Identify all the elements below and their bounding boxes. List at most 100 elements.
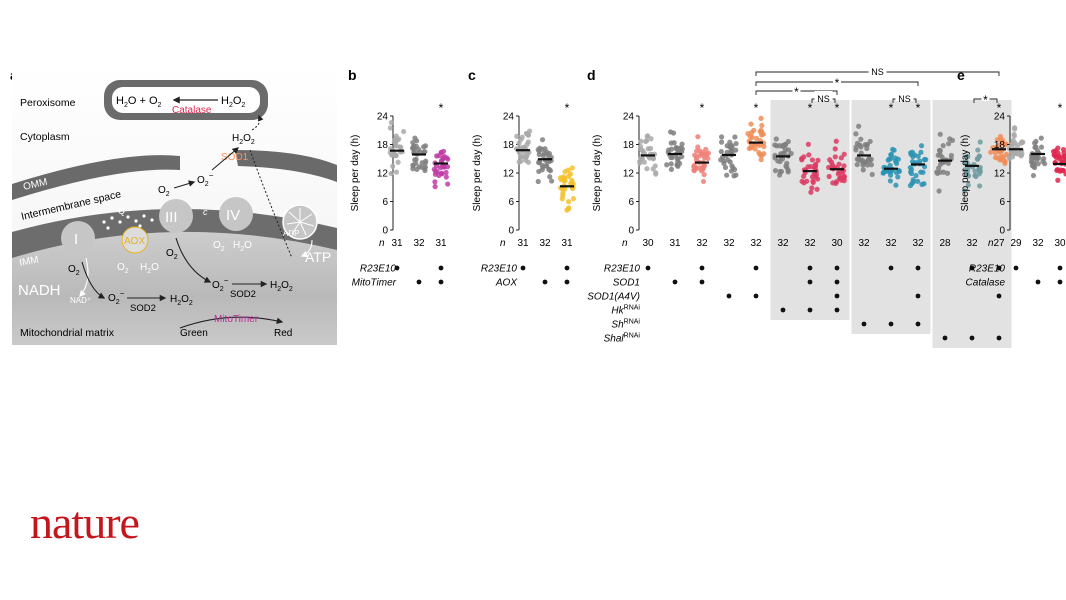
data-point bbox=[853, 131, 859, 137]
data-point bbox=[784, 160, 790, 166]
data-point bbox=[1038, 144, 1045, 150]
y-tick-label: 0 bbox=[628, 226, 634, 237]
data-point bbox=[780, 150, 787, 156]
data-point bbox=[410, 144, 416, 150]
data-point bbox=[432, 184, 438, 190]
bracket-label-bg bbox=[895, 91, 914, 101]
data-point bbox=[694, 148, 700, 154]
n-value: 32 bbox=[539, 238, 551, 249]
bracket-label: NS bbox=[817, 94, 830, 104]
data-point bbox=[644, 138, 650, 144]
data-point bbox=[1055, 177, 1061, 183]
genotype-dot bbox=[996, 293, 1002, 299]
significance-star: * bbox=[700, 101, 705, 115]
matrix-label: Mitochondrial matrix bbox=[20, 327, 115, 339]
genotype-row-label: AOX bbox=[495, 278, 517, 289]
svg-text:I: I bbox=[74, 231, 78, 248]
data-point bbox=[773, 136, 779, 142]
bracket-label-bg bbox=[833, 74, 841, 84]
genotype-dot bbox=[834, 265, 840, 271]
y-tick-label: 6 bbox=[382, 197, 388, 208]
data-point bbox=[547, 174, 553, 180]
genotype-row-label: R23E10 bbox=[969, 264, 1006, 275]
data-point bbox=[562, 169, 568, 175]
y-tick-label: 18 bbox=[623, 140, 635, 151]
data-point bbox=[722, 164, 729, 171]
data-point bbox=[833, 138, 839, 144]
data-point bbox=[805, 141, 811, 147]
data-point bbox=[535, 178, 541, 185]
genotype-row-label: R23E10 bbox=[481, 264, 518, 275]
data-point bbox=[832, 146, 838, 152]
n-value: 32 bbox=[966, 238, 978, 249]
chart-panel-d: 0 6 12 18 24 Sleep per day (h) 30 31 * 32 32 * 32 32 *… bbox=[587, 64, 1012, 348]
data-point bbox=[667, 129, 674, 135]
data-point bbox=[445, 181, 451, 187]
data-point bbox=[946, 141, 952, 147]
n-row-label: n bbox=[988, 238, 994, 249]
data-point bbox=[1010, 154, 1016, 160]
data-point bbox=[772, 142, 778, 148]
data-point bbox=[908, 150, 914, 156]
y-tick-label: 24 bbox=[994, 112, 1006, 123]
data-point bbox=[836, 161, 842, 167]
data-point bbox=[390, 163, 396, 169]
bracket-label-bg bbox=[868, 64, 887, 74]
genotype-row-label: ShRNAi bbox=[611, 319, 640, 331]
data-point bbox=[777, 158, 783, 165]
genotype-dot bbox=[416, 279, 422, 285]
data-point bbox=[725, 157, 731, 163]
n-value: 32 bbox=[858, 238, 870, 249]
data-point bbox=[965, 172, 971, 178]
data-point bbox=[940, 143, 946, 149]
data-point bbox=[669, 146, 675, 152]
green-label: Green bbox=[180, 328, 208, 339]
y-tick-label: 18 bbox=[503, 140, 515, 151]
data-point bbox=[673, 145, 679, 152]
data-point bbox=[841, 173, 848, 180]
significance-star: * bbox=[754, 101, 759, 115]
svg-text:ADP: ADP bbox=[283, 229, 299, 238]
data-point bbox=[664, 162, 670, 168]
data-point bbox=[414, 166, 420, 172]
genotype-dot bbox=[996, 335, 1002, 341]
panel-letter-e: e bbox=[957, 67, 965, 83]
genotype-row-label: R23E10 bbox=[604, 264, 641, 275]
shaded-group-1 bbox=[770, 100, 850, 320]
data-point bbox=[1032, 144, 1038, 151]
data-point bbox=[422, 143, 429, 149]
genotype-dot bbox=[888, 321, 894, 327]
data-point bbox=[832, 154, 838, 160]
data-point bbox=[1014, 150, 1020, 156]
data-point bbox=[733, 147, 739, 153]
data-point bbox=[546, 166, 552, 173]
genotype-dot bbox=[807, 307, 813, 313]
y-tick-label: 12 bbox=[503, 169, 515, 180]
y-axis-label: Sleep per day (h) bbox=[960, 135, 971, 212]
y-tick-label: 18 bbox=[377, 140, 389, 151]
data-point bbox=[566, 205, 572, 211]
data-point bbox=[841, 163, 847, 169]
data-point bbox=[908, 170, 915, 177]
data-point bbox=[391, 137, 398, 143]
data-point bbox=[718, 148, 724, 155]
n-value: 31 bbox=[517, 238, 529, 249]
data-point bbox=[698, 168, 705, 174]
data-point bbox=[856, 123, 862, 129]
data-point bbox=[913, 172, 919, 179]
data-point bbox=[908, 166, 915, 173]
n-value: 32 bbox=[696, 238, 708, 249]
data-point bbox=[389, 152, 395, 158]
data-point bbox=[749, 130, 755, 136]
y-tick-label: 18 bbox=[994, 140, 1006, 151]
genotype-dot bbox=[1035, 279, 1041, 285]
data-point bbox=[806, 152, 812, 158]
svg-text:O2: O2 bbox=[68, 264, 80, 277]
data-point bbox=[679, 146, 685, 152]
peroxisome-label: Peroxisome bbox=[20, 97, 76, 109]
y-axis-label: Sleep per day (h) bbox=[592, 135, 603, 212]
data-point bbox=[918, 143, 925, 149]
genotype-dot bbox=[564, 279, 570, 285]
data-point bbox=[514, 133, 520, 139]
genotype-dot bbox=[1013, 265, 1019, 271]
